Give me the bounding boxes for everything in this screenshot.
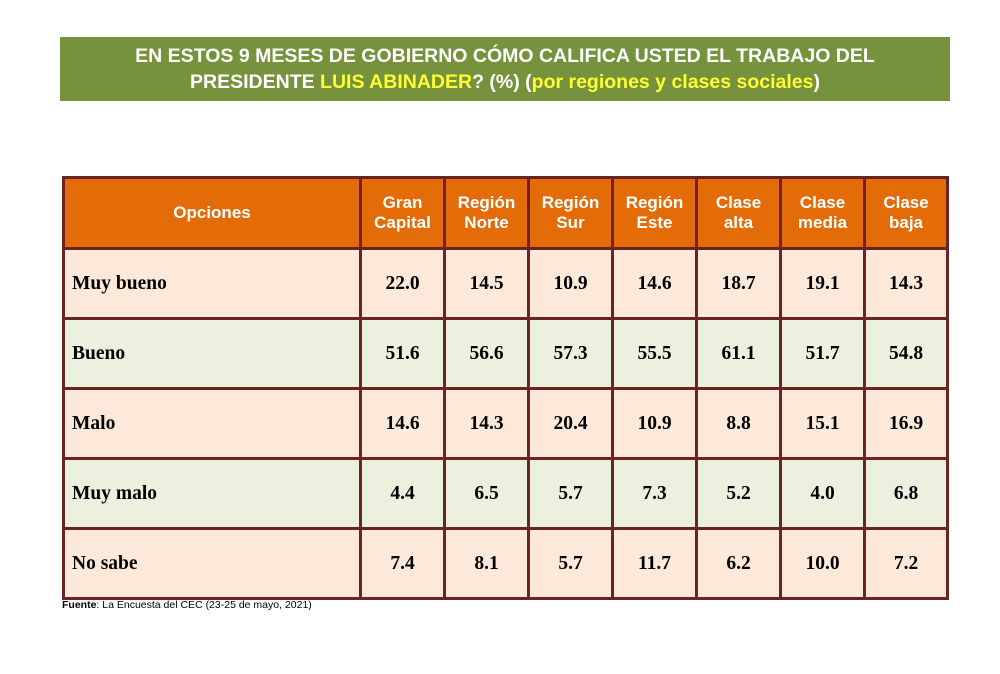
cell-value: 16.9 [863,387,949,460]
table-row-bueno: Bueno 51.6 56.6 57.3 55.5 61.1 51.7 54.8 [62,317,949,390]
cell-value: 18.7 [695,247,782,320]
cell-value: 7.3 [611,457,698,530]
row-label: No sabe [62,527,362,600]
cell-value: 54.8 [863,317,949,390]
title-banner: EN ESTOS 9 MESES DE GOBIERNO CÓMO CALIFI… [60,37,950,101]
cell-value: 8.8 [695,387,782,460]
cell-value: 51.7 [779,317,866,390]
cell-value: 14.3 [863,247,949,320]
source-label: Fuente [62,599,97,611]
row-label: Malo [62,387,362,460]
row-label: Bueno [62,317,362,390]
table-row-muy-malo: Muy malo 4.4 6.5 5.7 7.3 5.2 4.0 6.8 [62,457,949,530]
header-opciones: Opciones [62,176,362,250]
results-table: Opciones Gran Capital Región Norte Región S… [62,176,949,600]
cell-value: 5.7 [527,457,614,530]
header-row: Opciones Gran Capital Región Norte Región S… [62,176,949,250]
cell-value: 56.6 [443,317,530,390]
cell-value: 11.7 [611,527,698,600]
cell-value: 7.2 [863,527,949,600]
table-row-muy-bueno: Muy bueno 22.0 14.5 10.9 14.6 18.7 19.1 … [62,247,949,320]
header-clase-media: Clase media [779,176,866,250]
cell-value: 10.0 [779,527,866,600]
cell-value: 19.1 [779,247,866,320]
header-clase-baja: Clase baja [863,176,949,250]
cell-value: 14.6 [611,247,698,320]
row-label: Muy malo [62,457,362,530]
cell-value: 10.9 [611,387,698,460]
cell-value: 14.5 [443,247,530,320]
title-highlight-subtitle: por regiones y clases sociales [531,71,814,93]
cell-value: 6.5 [443,457,530,530]
table-row-malo: Malo 14.6 14.3 20.4 10.9 8.8 15.1 16.9 [62,387,949,460]
header-gran-capital: Gran Capital [359,176,446,250]
header-region-este: Región Este [611,176,698,250]
title-line-2: PRESIDENTE LUIS ABINADER? (%) (por regio… [190,71,820,93]
title-line-1: EN ESTOS 9 MESES DE GOBIERNO CÓMO CALIFI… [135,45,875,67]
cell-value: 15.1 [779,387,866,460]
cell-value: 8.1 [443,527,530,600]
cell-value: 7.4 [359,527,446,600]
cell-value: 14.3 [443,387,530,460]
cell-value: 4.4 [359,457,446,530]
cell-value: 4.0 [779,457,866,530]
source-text: : La Encuesta del CEC (23-25 de mayo, 20… [96,599,312,611]
cell-value: 10.9 [527,247,614,320]
cell-value: 6.2 [695,527,782,600]
source-note: Fuente: La Encuesta del CEC (23-25 de ma… [62,599,312,611]
row-label: Muy bueno [62,247,362,320]
cell-value: 20.4 [527,387,614,460]
table-row-no-sabe: No sabe 7.4 8.1 5.7 11.7 6.2 10.0 7.2 [62,527,949,600]
cell-value: 5.2 [695,457,782,530]
cell-value: 51.6 [359,317,446,390]
cell-value: 6.8 [863,457,949,530]
title-highlight-name: LUIS ABINADER [320,71,473,93]
cell-value: 57.3 [527,317,614,390]
header-clase-alta: Clase alta [695,176,782,250]
cell-value: 14.6 [359,387,446,460]
cell-value: 61.1 [695,317,782,390]
header-region-norte: Región Norte [443,176,530,250]
cell-value: 55.5 [611,317,698,390]
cell-value: 5.7 [527,527,614,600]
header-region-sur: Región Sur [527,176,614,250]
cell-value: 22.0 [359,247,446,320]
